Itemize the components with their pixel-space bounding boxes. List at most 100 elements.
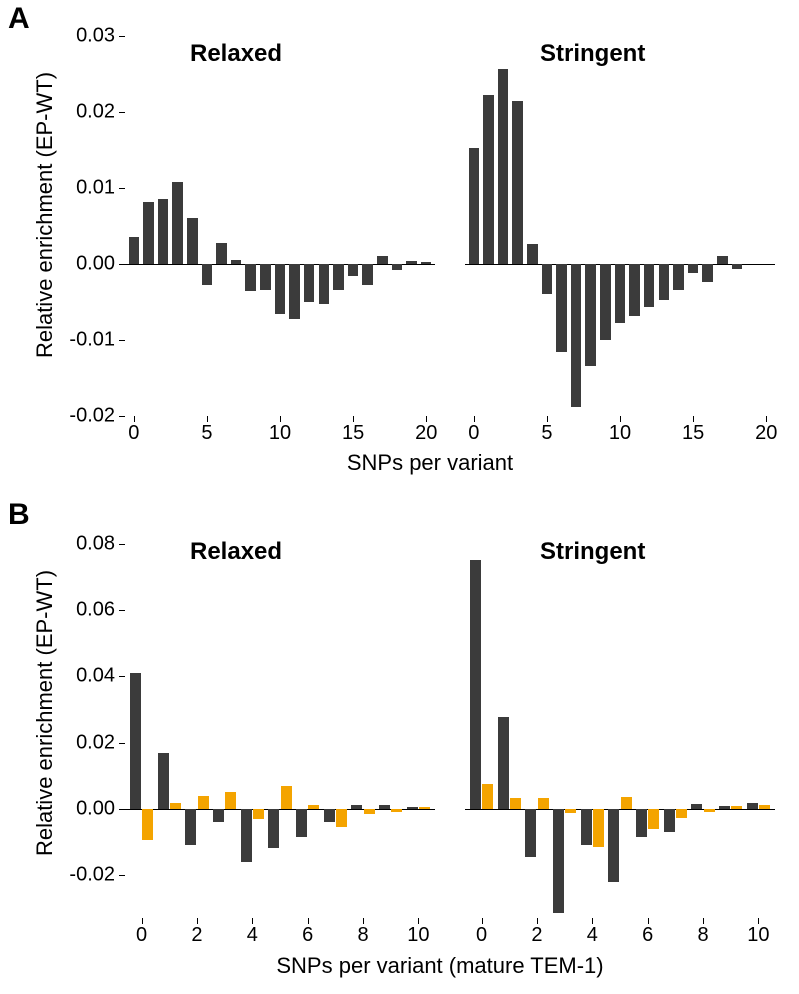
ytick-mark bbox=[119, 743, 125, 744]
relaxed-bar bbox=[333, 264, 344, 290]
xtick-label: 5 bbox=[201, 422, 212, 445]
xtick-label: 15 bbox=[342, 422, 364, 445]
relaxed-bar bbox=[245, 264, 256, 291]
relaxed-bar bbox=[172, 182, 183, 264]
stringent-dark-bar bbox=[608, 809, 619, 882]
relaxed-bar bbox=[143, 202, 154, 264]
stringent-dark-bar bbox=[553, 809, 564, 914]
ytick-label: 0.02 bbox=[55, 101, 115, 124]
xtick-label: 2 bbox=[531, 924, 542, 947]
panel-b-subplot-stringent: 0246810 bbox=[465, 534, 775, 918]
ytick-label: 0.04 bbox=[55, 665, 115, 688]
xtick-label: 20 bbox=[755, 422, 777, 445]
stringent-orange-bar bbox=[565, 809, 576, 814]
relaxed-bar bbox=[319, 264, 330, 304]
stringent-orange-bar bbox=[510, 798, 521, 809]
xtick-label: 0 bbox=[136, 924, 147, 947]
xtick-label: 10 bbox=[747, 924, 769, 947]
relaxed-dark-bar bbox=[296, 809, 307, 837]
relaxed-bar bbox=[421, 262, 432, 264]
stringent-dark-bar bbox=[636, 809, 647, 837]
panel-b-label: B bbox=[8, 498, 30, 532]
panel-b-subplot-relaxed: -0.020.000.020.040.060.080246810 bbox=[125, 534, 435, 918]
ytick-mark bbox=[119, 544, 125, 545]
stringent-bar bbox=[717, 256, 728, 264]
stringent-bar bbox=[600, 264, 611, 340]
relaxed-dark-bar bbox=[158, 753, 169, 809]
relaxed-bar bbox=[275, 264, 286, 314]
stringent-orange-bar bbox=[538, 798, 549, 809]
stringent-bar bbox=[659, 264, 670, 300]
relaxed-orange-bar bbox=[419, 807, 430, 809]
panel-b-xlabel: SNPs per variant (mature TEM-1) bbox=[230, 953, 650, 979]
xtick-label: 8 bbox=[697, 924, 708, 947]
stringent-dark-bar bbox=[747, 803, 758, 809]
stringent-dark-bar bbox=[581, 809, 592, 845]
panel-a-label: A bbox=[8, 2, 30, 36]
ytick-label: 0.08 bbox=[55, 532, 115, 555]
stringent-dark-bar bbox=[470, 560, 481, 808]
stringent-orange-bar bbox=[676, 809, 687, 818]
stringent-bar bbox=[673, 264, 684, 290]
stringent-bar bbox=[732, 264, 743, 269]
relaxed-orange-bar bbox=[225, 792, 236, 809]
xtick-label: 6 bbox=[302, 924, 313, 947]
ytick-mark bbox=[119, 809, 125, 810]
xtick-label: 4 bbox=[587, 924, 598, 947]
panel-b-ylabel: Relative enrichment (EP-WT) bbox=[32, 528, 58, 898]
relaxed-bar bbox=[362, 264, 373, 285]
ytick-label: 0.02 bbox=[55, 731, 115, 754]
relaxed-bar bbox=[289, 264, 300, 319]
stringent-bar bbox=[542, 264, 553, 294]
ytick-label: 0.00 bbox=[55, 797, 115, 820]
relaxed-bar bbox=[392, 264, 403, 270]
relaxed-bar bbox=[158, 199, 169, 264]
ytick-mark bbox=[119, 36, 125, 37]
stringent-orange-bar bbox=[593, 809, 604, 847]
relaxed-orange-bar bbox=[308, 805, 319, 808]
stringent-bar bbox=[498, 69, 509, 264]
ytick-label: -0.02 bbox=[55, 863, 115, 886]
relaxed-bar bbox=[260, 264, 271, 290]
xtick-label: 0 bbox=[128, 422, 139, 445]
relaxed-dark-bar bbox=[241, 809, 252, 862]
relaxed-dark-bar bbox=[324, 809, 335, 822]
ytick-mark bbox=[119, 875, 125, 876]
xtick-label: 15 bbox=[682, 422, 704, 445]
xtick-label: 0 bbox=[476, 924, 487, 947]
relaxed-dark-bar bbox=[130, 673, 141, 809]
relaxed-orange-bar bbox=[170, 803, 181, 809]
ytick-mark bbox=[119, 610, 125, 611]
stringent-bar bbox=[527, 244, 538, 264]
stringent-dark-bar bbox=[664, 809, 675, 832]
stringent-bar bbox=[629, 264, 640, 316]
stringent-bar bbox=[585, 264, 596, 366]
xtick-label: 2 bbox=[191, 924, 202, 947]
panel-a-xlabel: SNPs per variant bbox=[300, 450, 560, 476]
stringent-orange-bar bbox=[759, 805, 770, 809]
stringent-bar bbox=[571, 264, 582, 407]
stringent-bar bbox=[702, 264, 713, 282]
axis-baseline bbox=[465, 809, 775, 810]
ytick-mark bbox=[119, 676, 125, 677]
stringent-dark-bar bbox=[498, 717, 509, 808]
relaxed-bar bbox=[129, 237, 140, 264]
xtick-label: 8 bbox=[357, 924, 368, 947]
relaxed-bar bbox=[202, 264, 213, 285]
xtick-label: 20 bbox=[415, 422, 437, 445]
relaxed-bar bbox=[304, 264, 315, 302]
relaxed-orange-bar bbox=[198, 796, 209, 809]
ytick-mark bbox=[119, 416, 125, 417]
stringent-bar bbox=[512, 101, 523, 264]
relaxed-dark-bar bbox=[379, 805, 390, 808]
xtick-label: 5 bbox=[541, 422, 552, 445]
panel-a-subplot-relaxed: -0.02-0.010.000.010.020.0305101520 bbox=[125, 36, 435, 416]
ytick-label: 0.06 bbox=[55, 599, 115, 622]
ytick-mark bbox=[119, 340, 125, 341]
relaxed-bar bbox=[216, 243, 227, 264]
xtick-label: 0 bbox=[468, 422, 479, 445]
ytick-mark bbox=[119, 112, 125, 113]
ytick-mark bbox=[119, 188, 125, 189]
stringent-bar bbox=[644, 264, 655, 307]
ytick-mark bbox=[119, 264, 125, 265]
